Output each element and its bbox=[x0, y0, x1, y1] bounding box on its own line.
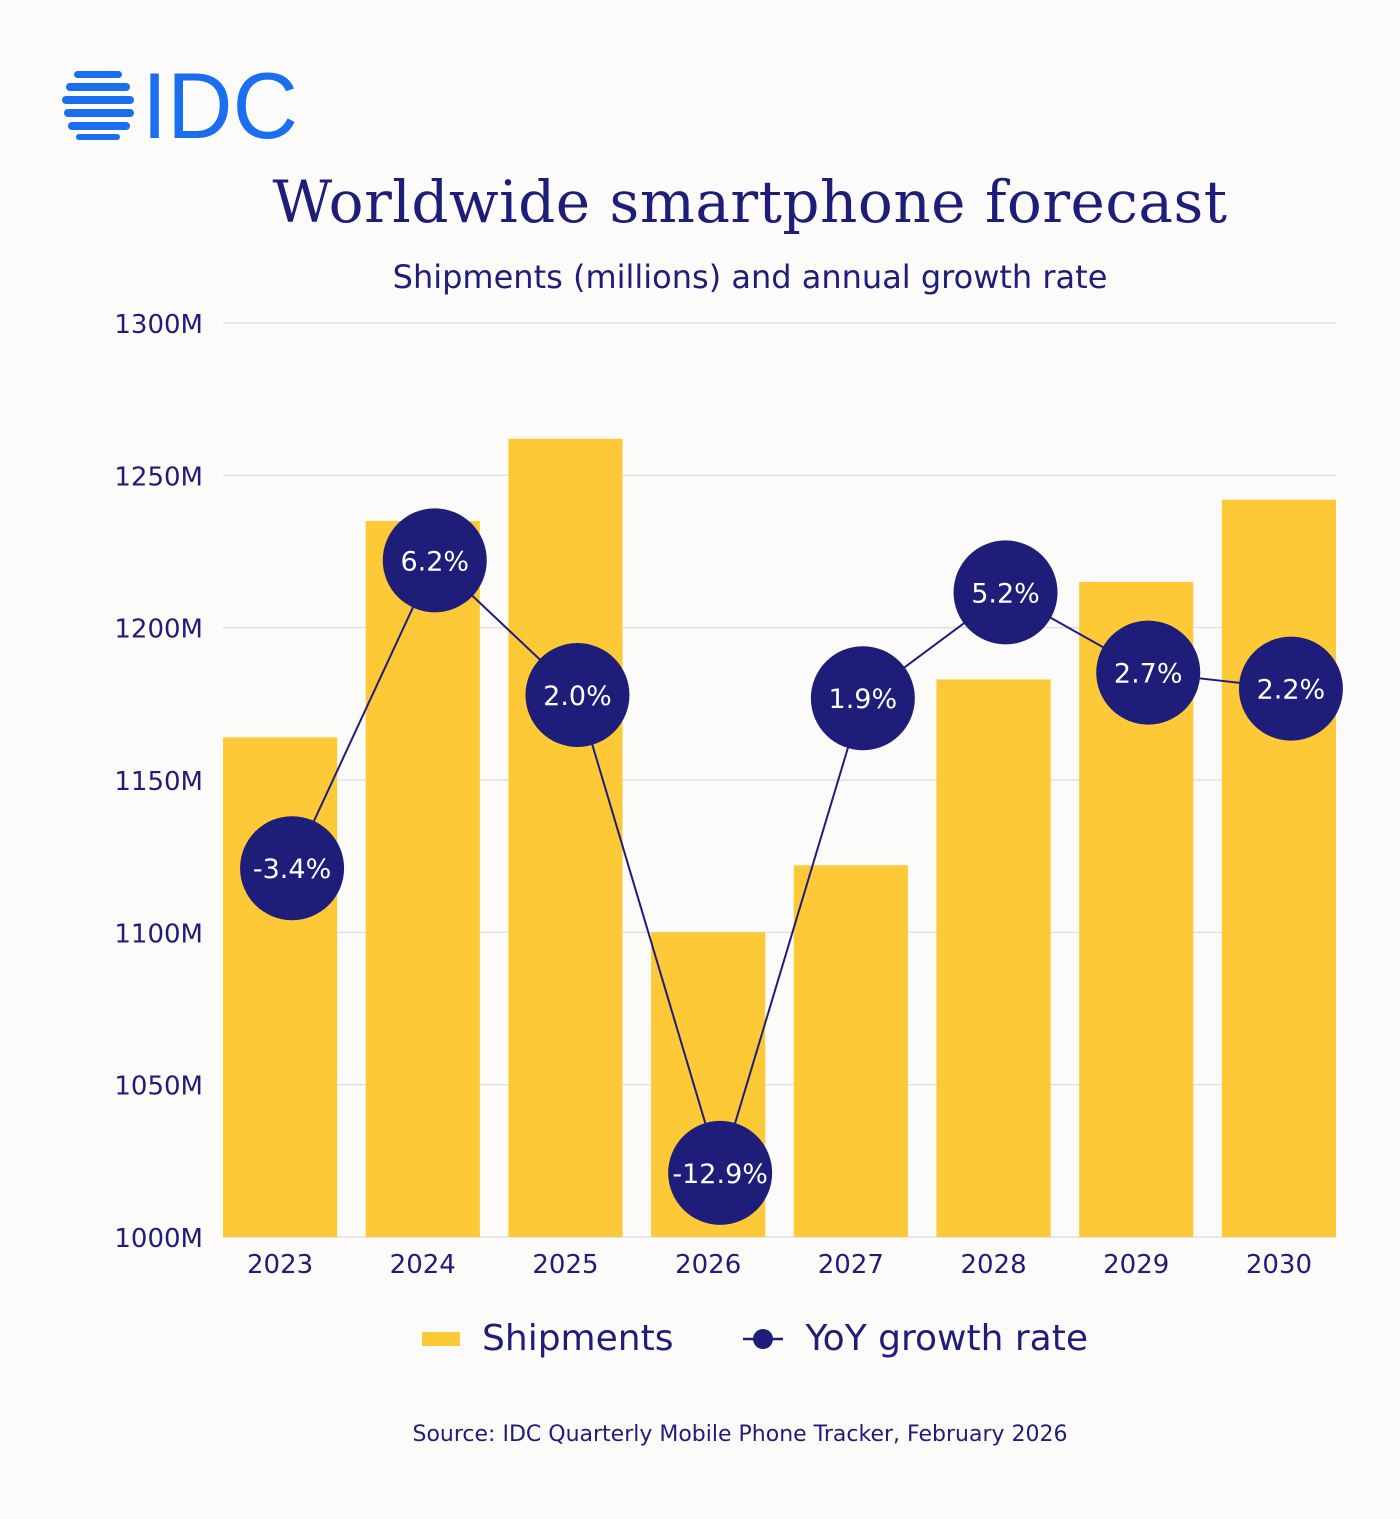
bar-2025 bbox=[508, 438, 623, 1238]
growth-marker-2026 bbox=[668, 1120, 773, 1225]
y-tick-label: 1250M bbox=[114, 462, 203, 492]
source-note: Source: IDC Quarterly Mobile Phone Track… bbox=[412, 1422, 1068, 1447]
growth-marker-2030 bbox=[1238, 636, 1343, 741]
growth-data-label: 2.7% bbox=[1114, 659, 1183, 690]
legend-item-shipments: Shipments bbox=[422, 1318, 673, 1359]
legend-swatch-bar bbox=[422, 1331, 461, 1346]
chart-title: Worldwide smartphone forecast bbox=[272, 168, 1228, 236]
legend-item-growth: YoY growth rate bbox=[743, 1318, 1088, 1359]
y-tick-label: 1200M bbox=[114, 615, 203, 645]
growth-marker-2024 bbox=[382, 508, 487, 613]
idc-logo: IDC bbox=[62, 68, 298, 142]
x-tick-label: 2029 bbox=[1103, 1250, 1169, 1280]
x-tick-label: 2023 bbox=[247, 1250, 313, 1280]
growth-data-label: 6.2% bbox=[400, 546, 469, 577]
bar-2024 bbox=[365, 521, 480, 1237]
y-tick-label: 1050M bbox=[114, 1072, 203, 1102]
y-tick-label: 1300M bbox=[114, 310, 203, 340]
y-tick-label: 1100M bbox=[114, 919, 203, 949]
y-tick-label: 1150M bbox=[114, 767, 203, 797]
bar-2026 bbox=[651, 932, 766, 1237]
legend-label-shipments: Shipments bbox=[482, 1318, 674, 1359]
growth-marker-2027 bbox=[810, 646, 915, 751]
x-tick-label: 2026 bbox=[675, 1250, 741, 1280]
legend-swatch-line-marker bbox=[743, 1328, 784, 1349]
growth-marker-2025 bbox=[525, 643, 630, 748]
chart-subtitle: Shipments (millions) and annual growth r… bbox=[392, 258, 1108, 296]
bar-2028 bbox=[936, 679, 1051, 1237]
bar-2027 bbox=[793, 865, 908, 1237]
bar-2030 bbox=[1221, 499, 1336, 1237]
growth-marker-2029 bbox=[1096, 620, 1201, 725]
x-tick-label: 2025 bbox=[532, 1250, 598, 1280]
growth-data-label: -3.4% bbox=[253, 854, 331, 885]
bar-2029 bbox=[1079, 581, 1194, 1237]
growth-data-label: 5.2% bbox=[971, 578, 1040, 609]
growth-marker-2028 bbox=[953, 540, 1058, 645]
legend-label-growth: YoY growth rate bbox=[805, 1318, 1088, 1359]
x-tick-label: 2027 bbox=[818, 1250, 884, 1280]
growth-data-label: -12.9% bbox=[672, 1159, 768, 1190]
bar-2023 bbox=[223, 737, 338, 1237]
x-tick-label: 2024 bbox=[390, 1250, 456, 1280]
growth-marker-2023 bbox=[240, 816, 345, 921]
growth-data-label: 2.0% bbox=[543, 681, 612, 712]
growth-line bbox=[291, 558, 1292, 1177]
y-tick-label: 1000M bbox=[114, 1224, 203, 1254]
x-tick-label: 2028 bbox=[960, 1250, 1026, 1280]
growth-data-label: 1.9% bbox=[829, 684, 898, 715]
legend: Shipments YoY growth rate bbox=[0, 1318, 1400, 1359]
growth-data-label: 2.2% bbox=[1257, 675, 1326, 706]
svg-text:IDC: IDC bbox=[142, 68, 298, 142]
x-tick-label: 2030 bbox=[1246, 1250, 1312, 1280]
